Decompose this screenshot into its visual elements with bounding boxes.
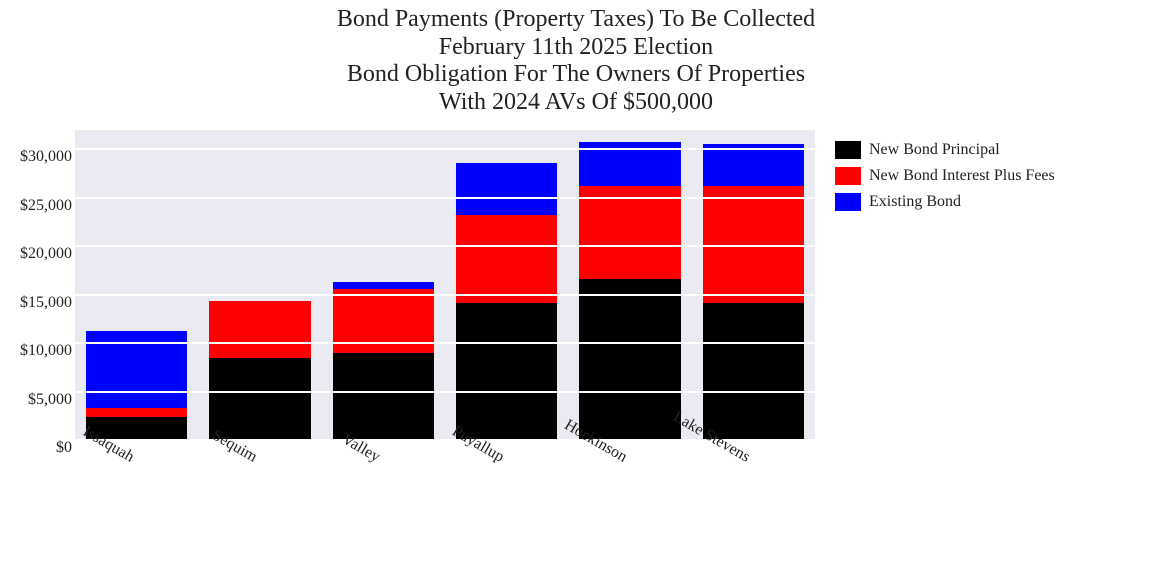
bars-layer	[75, 130, 815, 440]
gridline	[75, 197, 815, 199]
y-tick-label: $30,000	[2, 148, 72, 166]
y-tick-label: $15,000	[2, 294, 72, 312]
gridline	[75, 391, 815, 393]
gridline	[75, 294, 815, 296]
legend-swatch	[835, 167, 861, 185]
gridline	[75, 245, 815, 247]
legend-label: New Bond Principal	[869, 138, 1000, 162]
plot-and-legend: $0 $5,000 $10,000 $15,000 $20,000 $25,000 $30,…	[0, 130, 1152, 550]
bar-segment	[209, 301, 310, 358]
bar-segment	[579, 279, 680, 440]
y-tick-label: $20,000	[2, 245, 72, 263]
legend-item: New Bond Principal	[835, 138, 1055, 162]
legend-swatch	[835, 141, 861, 159]
bar-segment	[209, 358, 310, 440]
bar-segment	[333, 282, 434, 289]
legend-label: New Bond Interest Plus Fees	[869, 164, 1055, 188]
x-axis-labels: IssaquahSequimValleyPuyallupHockinsonLak…	[75, 445, 815, 545]
legend-label: Existing Bond	[869, 190, 961, 214]
gridline	[75, 148, 815, 150]
y-tick-label: $0	[2, 439, 72, 457]
bar-segment	[86, 408, 187, 417]
legend-item: New Bond Interest Plus Fees	[835, 164, 1055, 188]
bar-segment	[456, 215, 557, 303]
gridline	[75, 342, 815, 344]
bar-segment	[456, 303, 557, 440]
legend-swatch	[835, 193, 861, 211]
legend-item: Existing Bond	[835, 190, 1055, 214]
bar-segment	[333, 353, 434, 440]
bar-segment	[456, 163, 557, 215]
legend: New Bond PrincipalNew Bond Interest Plus…	[835, 138, 1055, 216]
bar-segment	[579, 186, 680, 279]
y-axis-labels: $0$5,000$10,000$15,000$20,000$25,000$30,…	[0, 130, 75, 440]
chart-title: Bond Payments (Property Taxes) To Be Col…	[0, 0, 1152, 116]
y-tick-label: $10,000	[2, 342, 72, 360]
y-tick-label: $5,000	[2, 391, 72, 409]
y-tick-label: $25,000	[2, 197, 72, 215]
plot-area	[75, 130, 815, 440]
bar-segment	[703, 303, 804, 440]
